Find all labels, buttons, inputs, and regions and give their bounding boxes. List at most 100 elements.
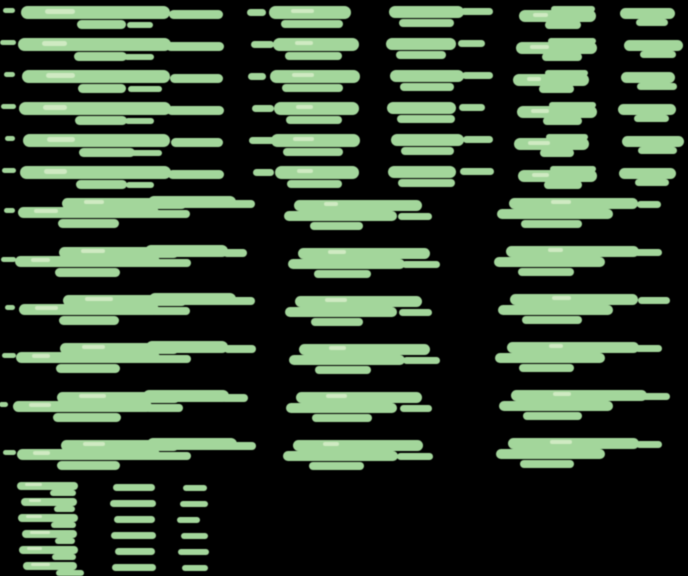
redacted-text-blob xyxy=(21,498,77,506)
redacted-text-blob xyxy=(509,198,638,209)
redacted-text-blob xyxy=(20,166,171,179)
redacted-text-blob xyxy=(326,394,347,398)
redacted-text-blob xyxy=(295,41,313,45)
redacted-text-blob xyxy=(295,296,422,307)
redacted-text-blob xyxy=(79,394,106,398)
redacted-text-blob xyxy=(546,134,588,140)
redacted-text-blob xyxy=(462,72,493,79)
redacted-text-blob xyxy=(495,353,605,363)
redacted-text-blob xyxy=(46,73,75,78)
redacted-text-blob xyxy=(170,74,223,83)
redacted-text-blob xyxy=(247,9,266,16)
redacted-text-blob xyxy=(35,306,58,310)
redacted-text-blob xyxy=(292,73,314,77)
redacted-text-blob xyxy=(16,352,160,363)
redacted-text-blob xyxy=(635,345,662,352)
redacted-text-blob xyxy=(143,390,229,402)
redacted-text-blob xyxy=(251,41,274,48)
redacted-text-blob xyxy=(293,137,314,141)
redacted-text-blob xyxy=(329,346,346,350)
redacted-text-blob xyxy=(494,257,605,267)
redacted-text-blob xyxy=(18,38,171,51)
redacted-text-blob xyxy=(0,40,16,45)
redacted-text-blob xyxy=(551,6,595,12)
redacted-text-blob xyxy=(113,484,155,491)
redacted-text-blob xyxy=(27,547,42,550)
redacted-text-blob xyxy=(29,403,51,407)
redacted-text-blob xyxy=(19,102,171,115)
redacted-text-blob xyxy=(401,147,454,155)
redacted-text-blob xyxy=(530,45,549,49)
redacted-text-blob xyxy=(47,137,75,142)
redacted-text-blob xyxy=(145,404,183,412)
redacted-text-blob xyxy=(1,104,16,109)
redacted-text-blob xyxy=(221,394,248,402)
redacted-text-blob xyxy=(23,134,170,147)
redacted-text-blob xyxy=(0,402,8,407)
redacted-text-blob xyxy=(63,295,187,306)
redacted-text-blob xyxy=(177,517,200,523)
redacted-text-blob xyxy=(146,341,228,353)
redacted-text-blob xyxy=(273,38,359,51)
redacted-text-blob xyxy=(223,249,247,257)
redacted-text-blob xyxy=(283,451,398,461)
redacted-text-blob xyxy=(42,41,67,46)
redacted-text-blob xyxy=(528,141,550,145)
redacted-text-blob xyxy=(225,442,256,450)
redacted-text-blob xyxy=(459,104,485,111)
redacted-text-blob xyxy=(636,19,668,26)
redacted-text-blob xyxy=(288,259,405,269)
redacted-text-blob xyxy=(29,499,41,502)
redacted-text-blob xyxy=(549,102,596,108)
redacted-text-blob xyxy=(291,9,314,13)
redacted-text-blob xyxy=(55,268,120,277)
redacted-text-blob xyxy=(543,117,582,125)
redacted-text-blob xyxy=(148,355,191,363)
redacted-text-blob xyxy=(43,105,67,110)
redacted-text-blob xyxy=(82,345,105,349)
redacted-text-blob xyxy=(270,70,360,83)
redacted-text-blob xyxy=(51,522,76,528)
redacted-text-blob xyxy=(624,40,683,51)
redacted-text-blob xyxy=(114,516,155,523)
redacted-text-blob xyxy=(253,169,274,176)
redacted-text-blob xyxy=(460,168,494,175)
redacted-text-blob xyxy=(544,181,582,189)
redacted-text-blob xyxy=(5,305,15,310)
redacted-text-blob xyxy=(511,390,647,401)
redacted-text-blob xyxy=(637,201,661,208)
redacted-text-blob xyxy=(531,109,549,113)
redacted-text-blob xyxy=(74,52,127,61)
redacted-text-blob xyxy=(53,413,121,422)
redacted-text-blob xyxy=(275,166,359,179)
redacted-text-blob xyxy=(145,245,228,257)
redacted-text-blob xyxy=(182,565,208,571)
redacted-text-blob xyxy=(639,393,670,400)
redacted-text-blob xyxy=(550,166,596,172)
redacted-text-blob xyxy=(18,514,78,522)
redacted-text-blob xyxy=(111,532,156,539)
redacted-text-blob xyxy=(274,102,359,115)
redacted-text-blob xyxy=(403,357,440,364)
redacted-text-blob xyxy=(286,403,397,413)
redacted-text-blob xyxy=(148,196,236,208)
redacted-text-blob xyxy=(325,298,347,302)
redacted-text-blob xyxy=(249,137,275,144)
redacted-text-blob xyxy=(553,392,571,396)
redacted-text-blob xyxy=(168,170,224,179)
redacted-text-blob xyxy=(126,182,154,188)
redacted-text-blob xyxy=(296,392,422,403)
redacted-text-blob xyxy=(129,150,162,156)
redacted-text-blob xyxy=(533,13,548,17)
redacted-text-blob xyxy=(52,554,76,560)
redacted-text-blob xyxy=(124,54,154,60)
redacted-text-blob xyxy=(296,105,313,109)
redacted-text-blob xyxy=(79,148,135,157)
redacted-text-blob xyxy=(17,482,78,490)
redacted-text-blob xyxy=(55,538,75,544)
redacted-text-blob xyxy=(399,309,432,316)
redacted-text-blob xyxy=(506,246,639,257)
redacted-text-blob xyxy=(545,70,588,76)
redacted-text-blob xyxy=(62,198,187,209)
redacted-text-blob xyxy=(33,451,50,455)
